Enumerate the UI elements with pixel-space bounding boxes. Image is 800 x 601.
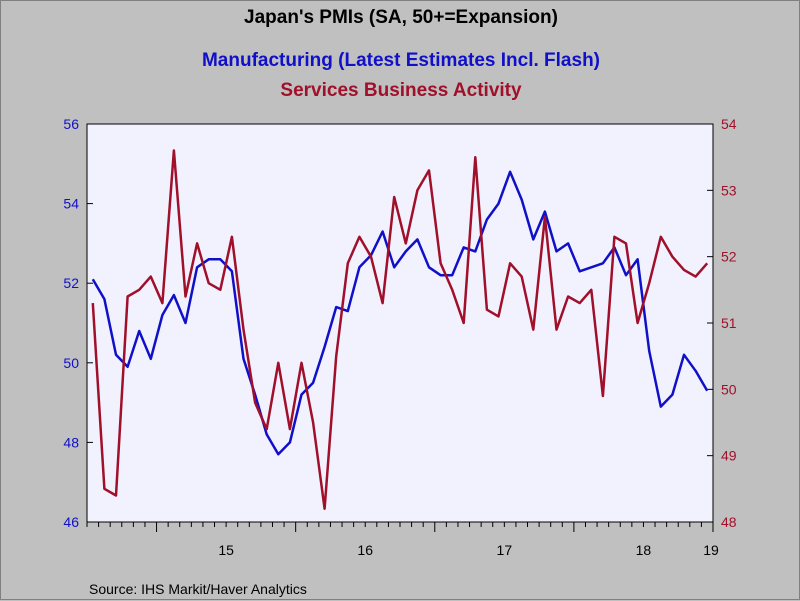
x-tick-label: 19	[703, 542, 719, 558]
y-left-tick-label: 56	[63, 116, 79, 132]
x-tick-label: 16	[357, 542, 373, 558]
chart-subtitle-services: Services Business Activity	[280, 80, 522, 101]
x-tick-label: 18	[636, 542, 652, 558]
axes: 46 48 50 52 54 56 48 49 50 51 52 53 54 15 16 17 18 19	[63, 116, 736, 558]
series-lines	[91, 149, 709, 510]
plot-area	[86, 123, 714, 523]
y-right-tick-label: 51	[721, 315, 737, 331]
y-right-tick-label: 50	[721, 381, 737, 397]
chart-title: Japan's PMIs (SA, 50+=Expansion)	[244, 7, 558, 28]
y-left-tick-label: 54	[63, 196, 79, 212]
y-left-tick-label: 50	[63, 355, 79, 371]
y-left-tick-label: 52	[63, 275, 79, 291]
x-tick-label: 15	[218, 542, 234, 558]
y-left-tick-label: 46	[63, 514, 79, 530]
y-left-tick-label: 48	[63, 434, 79, 450]
y-right-tick-label: 54	[721, 116, 737, 132]
source-note: Source: IHS Markit/Haver Analytics	[89, 581, 307, 597]
y-right-tick-label: 49	[721, 448, 737, 464]
y-right-tick-label: 48	[721, 514, 737, 530]
series-line-manufacturing	[91, 170, 709, 456]
y-right-tick-label: 53	[721, 182, 737, 198]
series-line-services	[91, 149, 709, 510]
chart-subtitle-manufacturing: Manufacturing (Latest Estimates Incl. Fl…	[202, 50, 600, 71]
y-right-tick-label: 52	[721, 249, 737, 265]
x-tick-label: 17	[497, 542, 513, 558]
